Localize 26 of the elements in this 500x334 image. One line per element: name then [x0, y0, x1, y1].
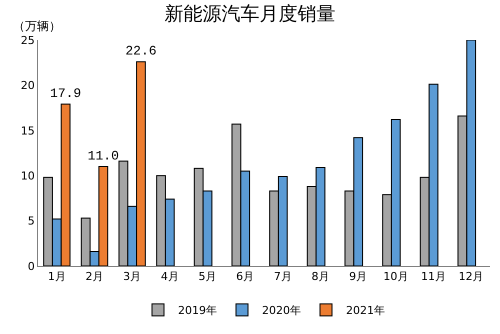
x-tick-label: 10月	[383, 270, 408, 284]
x-tick-label: 5月	[198, 270, 216, 284]
data-label: 11.0	[88, 148, 119, 164]
y-tick-label: 25	[20, 34, 35, 47]
legend-label: 2019年	[178, 304, 217, 318]
y-tick-label: 5	[28, 214, 35, 228]
y-tick-label: 10	[20, 169, 35, 182]
y-axis-title: （万辆）	[13, 19, 61, 33]
x-tick-label: 11月	[421, 270, 446, 284]
y-tick-label: 15	[20, 124, 35, 138]
x-tick-label: 2月	[86, 270, 104, 284]
legend-label: 2020年	[262, 304, 301, 318]
x-tick-label: 3月	[123, 270, 142, 284]
x-tick-label: 8月	[312, 270, 330, 284]
x-tick-label: 12月	[458, 270, 484, 284]
chart-title: 新能源汽车月度销量	[164, 2, 336, 25]
legend-label: 2021年	[346, 304, 385, 318]
data-label: 17.9	[50, 86, 82, 102]
x-tick-label: 9月	[349, 270, 368, 284]
x-tick-label: 4月	[160, 270, 179, 284]
x-tick-label: 7月	[274, 270, 292, 284]
x-tick-label: 1月	[48, 270, 66, 284]
data-label: 22.6	[125, 44, 157, 59]
x-tick-label: 6月	[236, 270, 254, 284]
y-tick-label: 0	[28, 260, 35, 273]
y-tick-label: 20	[20, 79, 35, 92]
